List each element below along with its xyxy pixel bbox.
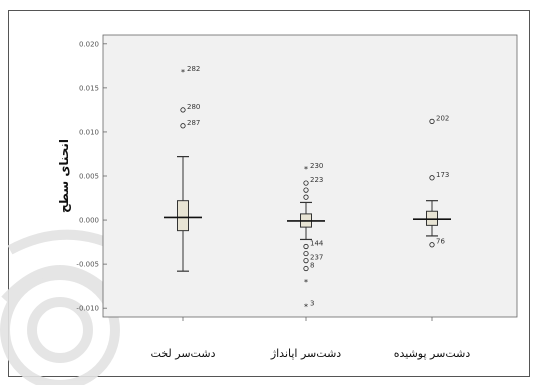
y-tick-label: 0.005 xyxy=(79,173,99,181)
outlier-mark xyxy=(303,243,309,250)
y-axis-label: انحنای سطح xyxy=(57,139,71,213)
outlier-extreme-mark: * xyxy=(304,302,308,311)
outlier-mark xyxy=(303,250,309,257)
outlier-label: 282 xyxy=(187,65,200,73)
y-tick-label: 0.000 xyxy=(79,217,99,225)
outlier-mark xyxy=(303,180,309,186)
outlier-mark xyxy=(429,242,435,248)
box-group: * * * xyxy=(287,165,325,311)
y-ticks: 0.020 0.015 0.010 0.005 0.000 -0.005 -0.010 xyxy=(76,40,107,313)
outlier-label: 3 xyxy=(310,299,314,307)
outlier-mark xyxy=(303,194,309,200)
outlier-mark xyxy=(429,118,435,124)
outlier-extreme-mark: * xyxy=(304,278,308,287)
plot-area xyxy=(102,34,518,318)
outlier-mark xyxy=(303,187,309,193)
y-tick-label: -0.005 xyxy=(76,261,99,269)
outlier-extreme-mark: * xyxy=(181,68,185,77)
box-iqr xyxy=(177,200,189,232)
outlier-mark xyxy=(180,123,186,129)
outlier-label: 230 xyxy=(310,162,323,170)
outlier-mark xyxy=(429,175,435,181)
outlier-mark xyxy=(303,265,309,272)
outlier-label: 8 xyxy=(310,262,314,270)
category-label: دشت‌سر لخت xyxy=(151,347,216,360)
y-tick-label: 0.010 xyxy=(79,128,99,136)
outlier-mark xyxy=(180,107,186,113)
outlier-label: 280 xyxy=(187,103,200,111)
outlier-label: 144 xyxy=(310,240,324,248)
category-label: دشت‌سر اپانداژ xyxy=(270,347,341,360)
boxes-layer: * * * * xyxy=(164,68,451,311)
box-group xyxy=(413,118,451,248)
outlier-label: 76 xyxy=(436,238,445,246)
outlier-label: 202 xyxy=(436,114,449,122)
y-tick-label: 0.020 xyxy=(79,40,99,48)
outlier-label: 287 xyxy=(187,119,200,127)
category-label: دشت‌سر پوشیده xyxy=(394,347,471,360)
outlier-label: 173 xyxy=(436,171,449,179)
outlier-label: 237 xyxy=(310,254,323,262)
outlier-extreme-mark: * xyxy=(304,165,308,174)
y-tick-label: 0.015 xyxy=(79,84,99,92)
box-group: * xyxy=(164,68,202,272)
y-tick-label: -0.010 xyxy=(76,305,99,313)
outlier-mark xyxy=(303,257,309,264)
box-iqr xyxy=(426,210,438,226)
outlier-label: 223 xyxy=(310,176,323,184)
